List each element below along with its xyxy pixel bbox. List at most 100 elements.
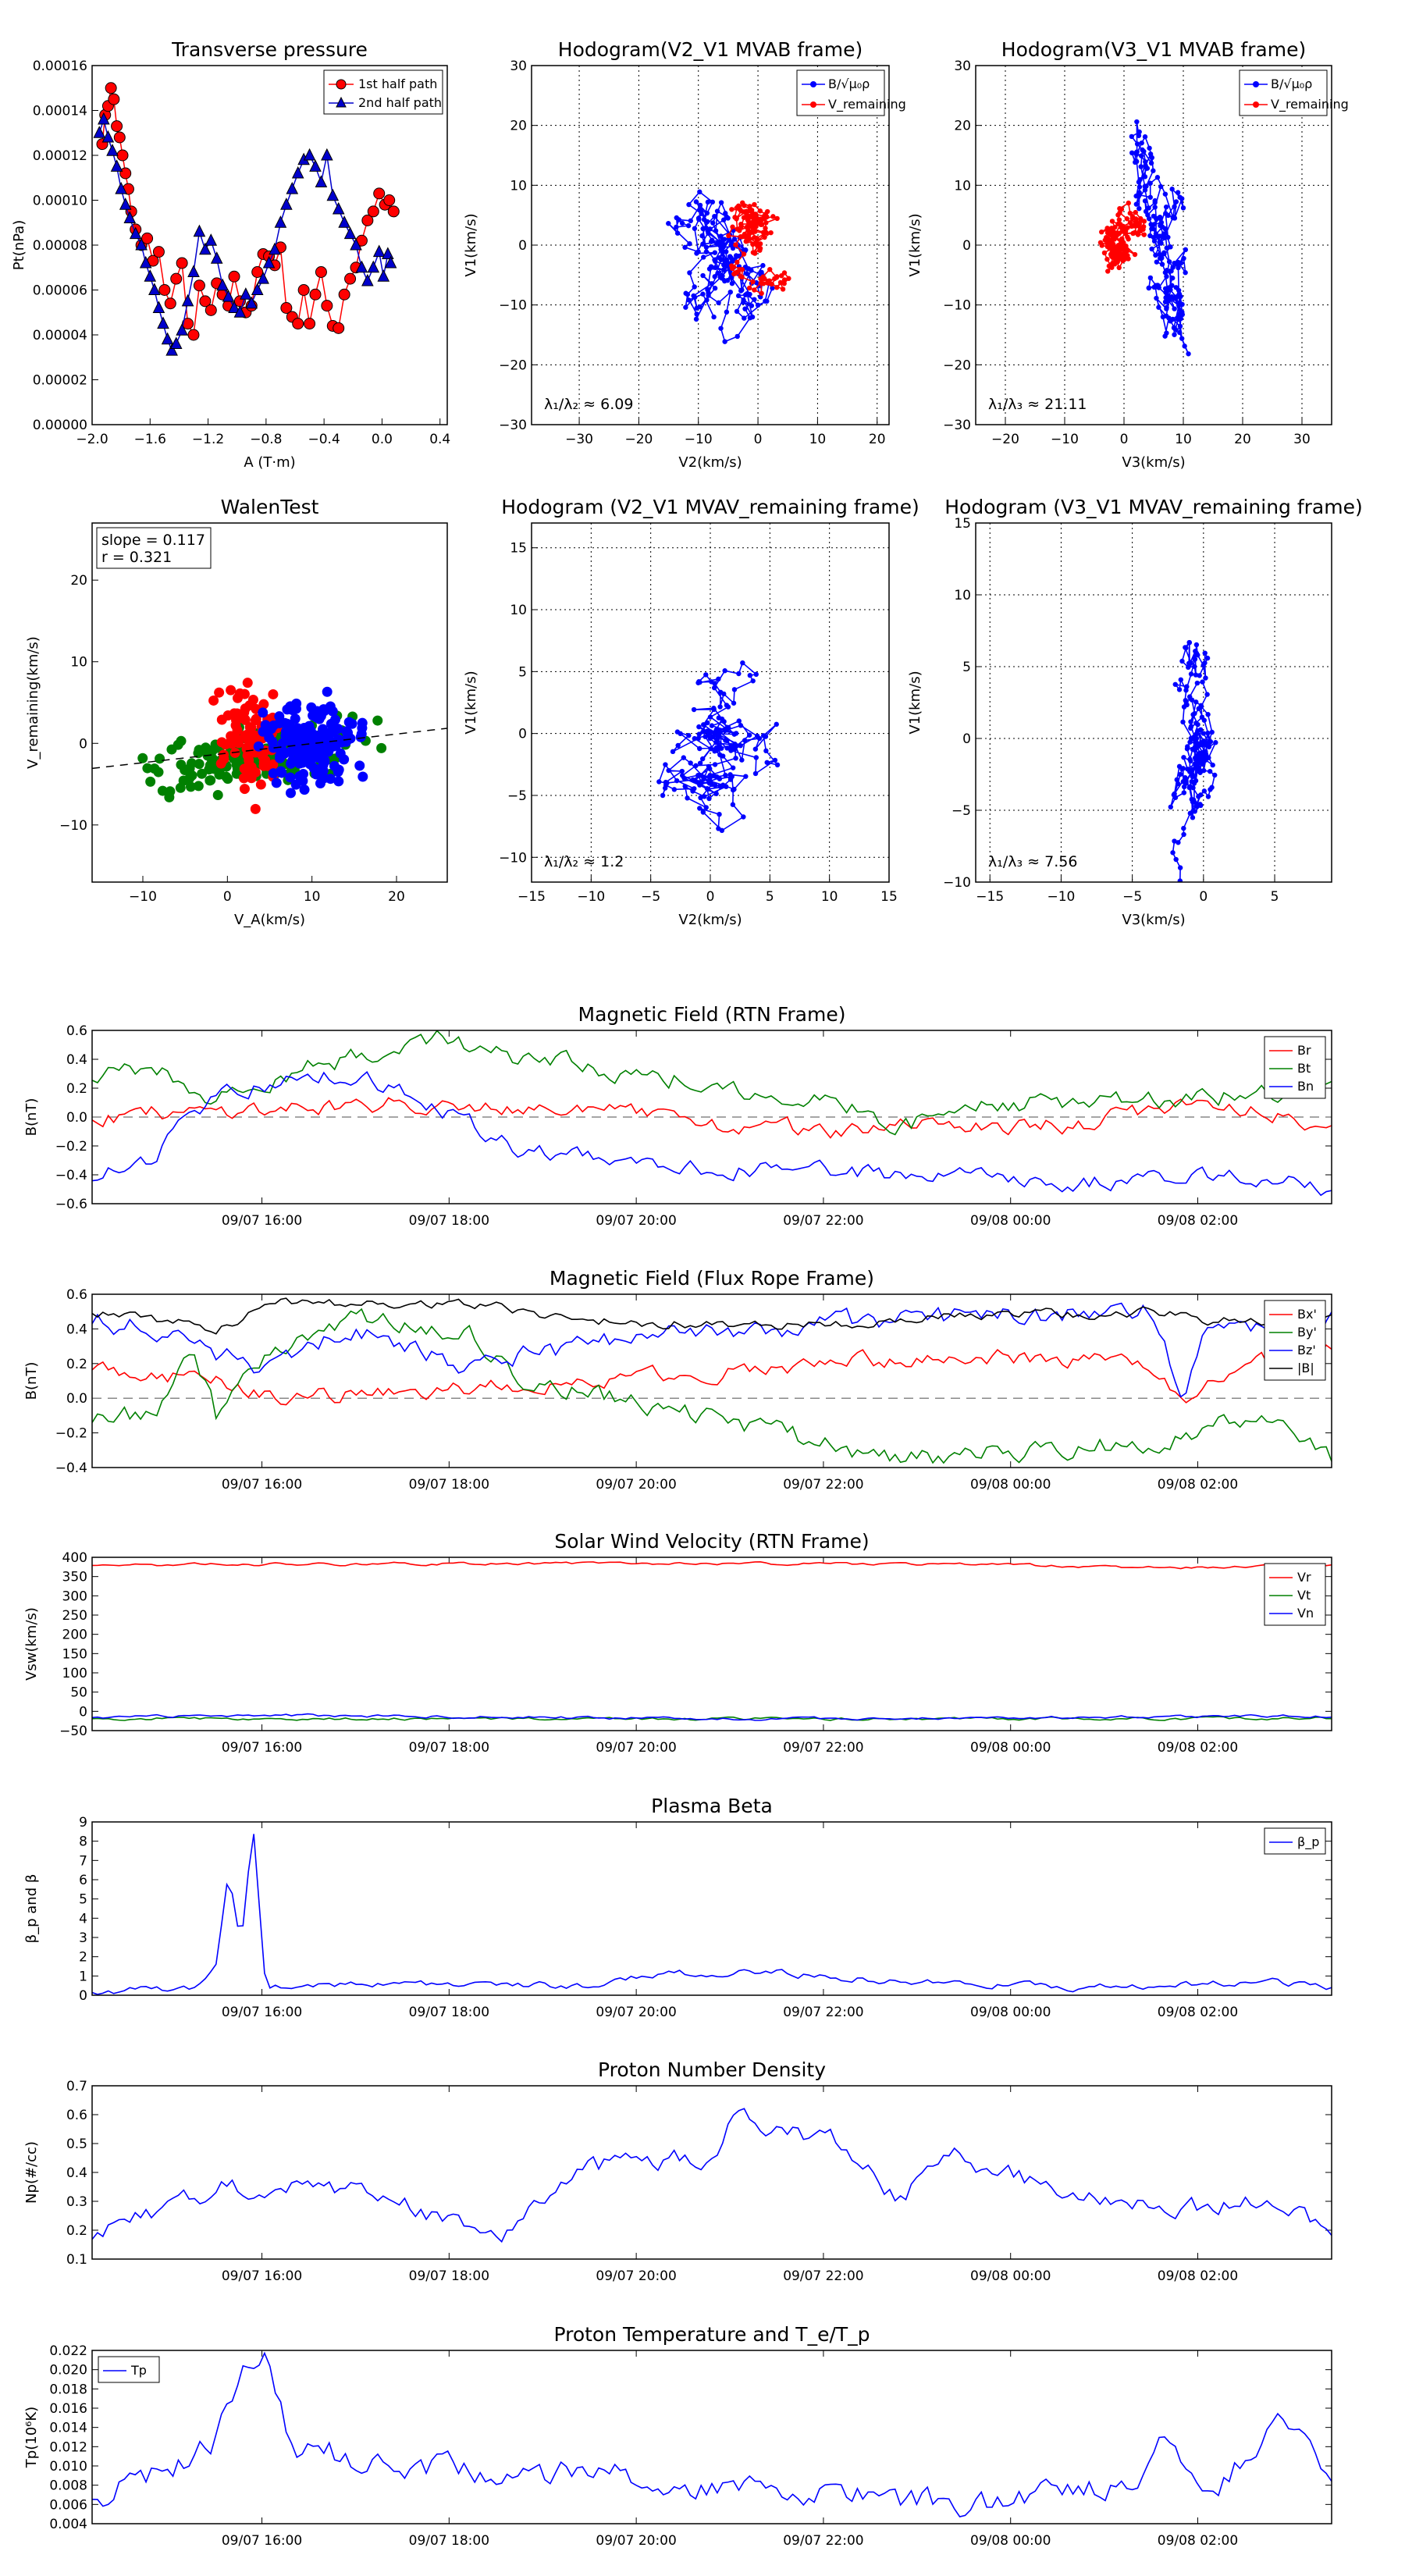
data-point: [699, 233, 705, 239]
data-point: [1184, 702, 1190, 708]
timeseries-3: 0 1 2 3 4 5 6 7 8 9 09/07 16:00 09/07 18:00 09/07 20…: [23, 1795, 1332, 2020]
data-point: [193, 224, 206, 237]
y-tick-label: 30: [510, 59, 527, 74]
series-group: [92, 1030, 1332, 1197]
data-point: [705, 199, 711, 205]
data-point: [1197, 673, 1202, 678]
data-point: [173, 739, 183, 750]
data-point: [720, 753, 726, 759]
data-point: [257, 272, 269, 284]
data-point: [98, 112, 110, 125]
data-point: [1192, 755, 1198, 761]
data-point: [751, 222, 757, 227]
y-axis-label: β_p and β: [23, 1874, 40, 1944]
data-point: [255, 779, 266, 790]
plot-frame: [91, 2350, 1332, 2524]
data-point: [318, 773, 329, 784]
data-point: [216, 278, 229, 291]
subplot-title: Proton Number Density: [598, 2058, 826, 2081]
x-tick-label: −0.4: [308, 432, 340, 447]
y-tick-label: 2: [79, 1950, 87, 1966]
data-point: [1132, 251, 1138, 258]
data-point: [333, 767, 343, 777]
data-point: [187, 329, 200, 341]
data-point: [757, 241, 763, 247]
data-point: [1133, 201, 1140, 207]
ratio-annotation: λ₁/λ₂ ≈ 6.09: [544, 396, 633, 413]
y-tick-label: 20: [70, 573, 87, 589]
data-point: [1133, 159, 1138, 165]
data-point: [742, 315, 747, 321]
data-point: [1114, 258, 1119, 264]
data-point: [1197, 770, 1203, 775]
data-point: [688, 760, 693, 766]
timeseries-5: 0.004 0.006 0.008 0.010 0.012 0.014 0.016 0.018…: [23, 2323, 1332, 2549]
data-point: [697, 745, 702, 752]
data-point: [1177, 865, 1183, 870]
data-point: [341, 726, 352, 737]
x-axis-label: V2(km/s): [678, 454, 742, 471]
plot-frame: [91, 2085, 1332, 2260]
y-tick-label: −0.2: [55, 1139, 87, 1155]
data-point: [1204, 742, 1211, 749]
data-point: [1184, 746, 1190, 752]
ratio-annotation: λ₁/λ₃ ≈ 21.11: [988, 396, 1087, 413]
data-point: [752, 212, 759, 217]
x-tick-label: −10: [577, 889, 605, 905]
data-point: [315, 175, 328, 187]
data-point: [682, 784, 688, 789]
legend-marker: [1253, 81, 1259, 87]
data-point: [1163, 290, 1168, 295]
data-point: [286, 788, 297, 799]
data-point: [1193, 650, 1200, 656]
x-tick-label: 09/07 22:00: [783, 1477, 863, 1493]
y-tick-label: 3: [79, 1930, 87, 1946]
y-tick-label: −10: [943, 298, 971, 314]
data-point: [1138, 153, 1144, 158]
data-point: [373, 187, 386, 200]
data-point: [720, 262, 727, 268]
data-point: [707, 714, 713, 720]
data-point: [1165, 234, 1171, 240]
y-tick-label: 10: [510, 603, 527, 618]
data-point: [1136, 184, 1143, 190]
y-tick-label: 0.7: [66, 2079, 87, 2094]
data-point: [367, 205, 379, 218]
y-tick-label: 0: [79, 1988, 87, 2004]
y-tick-label: 0.3: [66, 2194, 87, 2210]
data-point: [1176, 687, 1183, 692]
x-tick-label: 09/08 00:00: [970, 1477, 1051, 1493]
data-point: [258, 699, 269, 710]
ratio-annotation: λ₁/λ₃ ≈ 7.56: [988, 853, 1077, 870]
series-line: [92, 2351, 1332, 2517]
data-point: [251, 266, 264, 278]
data-point: [730, 224, 735, 229]
data-point: [1101, 250, 1108, 256]
y-axis-label: V1(km/s): [907, 671, 923, 734]
data-point: [707, 776, 713, 781]
x-tick-label: 10: [1175, 432, 1192, 447]
data-point: [700, 722, 706, 728]
hodogram-line: [1170, 640, 1218, 881]
data-point: [713, 265, 718, 270]
y-tick-label: 0.00002: [33, 373, 87, 389]
data-point: [1151, 213, 1157, 219]
data-point: [377, 269, 390, 282]
data-point: [1122, 228, 1129, 234]
data-point: [280, 302, 293, 314]
data-point: [765, 208, 770, 215]
data-point: [1177, 878, 1183, 882]
data-point: [1146, 205, 1151, 211]
data-point: [1143, 208, 1149, 215]
y-tick-label: −10: [499, 298, 527, 314]
data-point: [745, 217, 751, 223]
data-point: [1193, 802, 1200, 808]
data-point: [728, 748, 734, 753]
data-point: [703, 805, 709, 810]
data-point: [338, 215, 350, 228]
data-point: [1109, 233, 1115, 238]
data-point: [1189, 768, 1195, 774]
y-tick-label: 0.1: [66, 2252, 87, 2268]
data-point: [336, 737, 347, 748]
data-point: [1205, 730, 1211, 736]
